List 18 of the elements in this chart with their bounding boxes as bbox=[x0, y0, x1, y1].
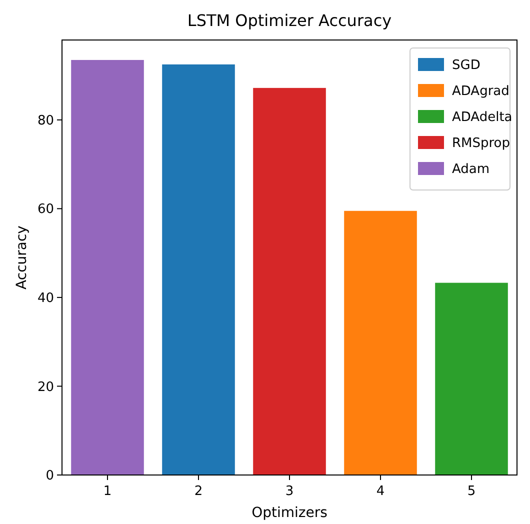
y-tick-label: 80 bbox=[37, 113, 54, 128]
legend-label: SGD bbox=[452, 58, 480, 74]
y-axis-title: Accuracy bbox=[14, 226, 30, 290]
x-tick-label: 4 bbox=[376, 484, 385, 499]
x-tick-label: 1 bbox=[103, 484, 112, 499]
legend-label: Adam bbox=[452, 162, 490, 178]
y-tick-label: 20 bbox=[37, 380, 54, 395]
legend-label: RMSprop bbox=[452, 136, 510, 152]
x-tick-label: 3 bbox=[285, 484, 294, 499]
legend-label: ADAdelta bbox=[452, 110, 512, 126]
x-tick-label: 2 bbox=[194, 484, 203, 499]
legend-label: ADAgrad bbox=[452, 84, 510, 100]
y-tick-label: 0 bbox=[46, 468, 54, 484]
x-tick-label: 5 bbox=[467, 484, 476, 499]
chart-title: LSTM Optimizer Accuracy bbox=[187, 11, 392, 30]
x-axis-title: Optimizers bbox=[252, 505, 328, 521]
y-tick-label: 60 bbox=[37, 202, 54, 218]
y-tick-label: 40 bbox=[37, 291, 54, 306]
